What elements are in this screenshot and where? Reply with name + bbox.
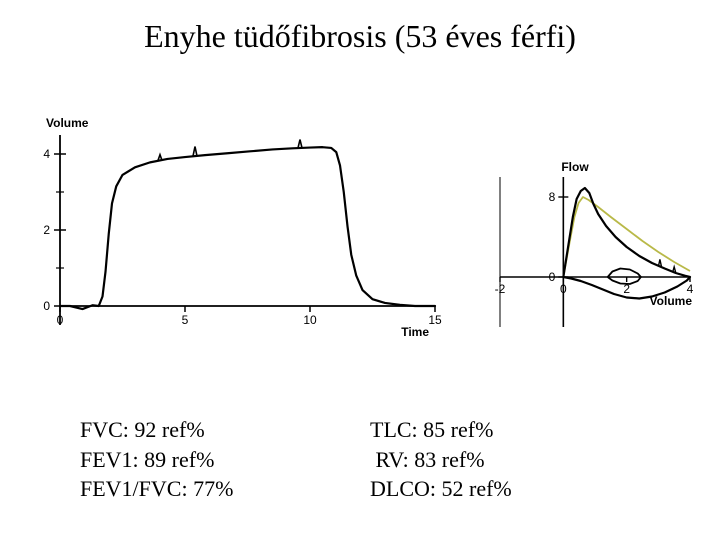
svg-text:15: 15 [428, 313, 442, 327]
svg-text:0: 0 [57, 313, 64, 327]
svg-text:-2: -2 [495, 282, 506, 296]
page-title: Enyhe tüdőfibrosis (53 éves férfi) [0, 18, 720, 55]
svg-text:Flow: Flow [561, 160, 589, 174]
svg-text:8: 8 [549, 190, 556, 204]
values-left-block: FVC: 92 ref% FEV1: 89 ref% FEV1/FVC: 77% [80, 415, 233, 504]
svg-text:10: 10 [303, 313, 317, 327]
svg-text:0: 0 [560, 282, 567, 296]
svg-text:2: 2 [43, 223, 50, 237]
svg-text:5: 5 [182, 313, 189, 327]
svg-text:0: 0 [43, 299, 50, 313]
svg-text:Volume: Volume [46, 116, 89, 130]
svg-text:0: 0 [549, 270, 556, 284]
volume-time-chart: 0 5 10 15 0 2 4 Volume Time [10, 110, 450, 360]
svg-text:Time: Time [401, 325, 429, 339]
svg-text:4: 4 [43, 147, 50, 161]
flow-volume-chart: -202408FlowVolume [470, 155, 700, 355]
values-right-block: TLC: 85 ref% RV: 83 ref% DLCO: 52 ref% [370, 415, 512, 504]
